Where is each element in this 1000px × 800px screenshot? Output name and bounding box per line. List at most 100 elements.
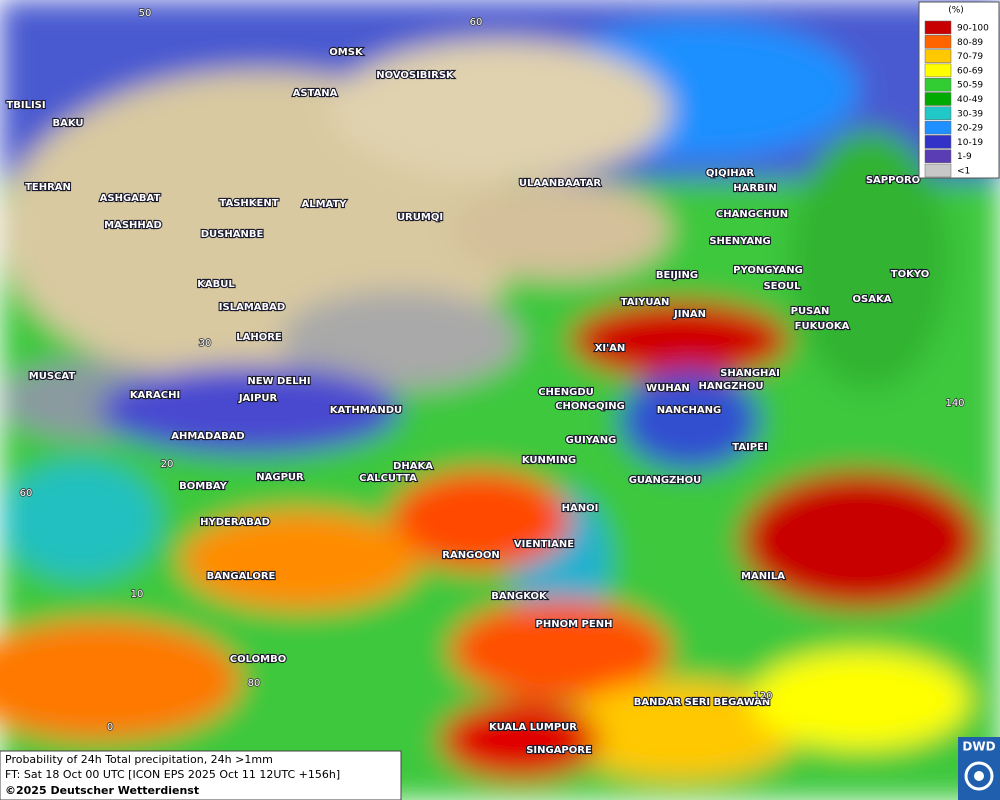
legend-label: 50-59	[957, 81, 983, 91]
city-label: JAIPUR	[238, 393, 278, 404]
footer-title: Probability of 24h Total precipitation, …	[5, 753, 273, 766]
grid-label: 20	[161, 459, 174, 470]
city-label: HANOI	[562, 503, 599, 514]
city-label: ISLAMABAD	[219, 302, 285, 313]
city-label: KUALA LUMPUR	[489, 722, 577, 733]
legend-label: 1-9	[957, 152, 972, 162]
legend-swatch	[924, 20, 952, 35]
city-label: MANILA	[741, 571, 785, 582]
legend-label: 20-29	[957, 124, 983, 134]
legend-label: 40-49	[957, 95, 983, 105]
city-label: TEHRAN	[25, 182, 71, 193]
legend-swatch	[924, 35, 952, 49]
city-label: VIENTIANE	[514, 539, 574, 550]
city-label: TOKYO	[891, 269, 929, 280]
city-label: GUANGZHOU	[629, 475, 702, 486]
grid-label: 50	[139, 8, 152, 19]
city-label: COLOMBO	[230, 654, 286, 665]
city-label: CHENGDU	[538, 387, 594, 398]
city-label: JINAN	[673, 309, 706, 320]
city-label: DUSHANBE	[201, 229, 264, 240]
grid-label: 30	[199, 338, 212, 349]
legend-swatch	[924, 92, 952, 106]
legend-swatch	[924, 49, 952, 63]
city-label: HARBIN	[733, 183, 777, 194]
legend-swatch	[924, 120, 952, 135]
city-label: PYONGYANG	[733, 265, 803, 276]
city-label: BANGALORE	[207, 571, 276, 582]
city-label: KUNMING	[522, 455, 576, 466]
city-label: HANGZHOU	[699, 381, 764, 392]
city-label: CHANGCHUN	[716, 209, 788, 220]
legend-label: 60-69	[957, 66, 983, 76]
footer-time: FT: Sat 18 Oct 00 UTC [ICON EPS 2025 Oct…	[5, 768, 340, 781]
city-label: OMSK	[329, 47, 364, 58]
footer: Probability of 24h Total precipitation, …	[0, 750, 402, 800]
city-label: PUSAN	[791, 306, 830, 317]
legend-swatch	[924, 135, 952, 149]
city-label: KATHMANDU	[330, 405, 402, 416]
city-label: ULAANBAATAR	[519, 178, 601, 189]
city-label: BANGKOK	[491, 591, 548, 602]
city-label: MASHHAD	[104, 220, 162, 231]
city-label: BANDAR SERI BEGAWAN	[634, 697, 771, 708]
city-label: WUHAN	[646, 383, 690, 394]
city-label: SEOUL	[763, 281, 801, 292]
grid-label: 80	[248, 678, 261, 689]
city-label: BAKU	[52, 118, 83, 129]
city-label: OSAKA	[853, 294, 892, 305]
legend-swatch	[924, 163, 952, 178]
legend: (%) 90-100 80-89 70-79 60-69 50-59 40-49 30-39…	[918, 1, 1000, 179]
city-label: ALMATY	[301, 199, 347, 210]
city-label: TAIYUAN	[621, 297, 670, 308]
city-label: SHENYANG	[709, 236, 770, 247]
legend-swatch	[924, 106, 952, 121]
city-label: NEW DELHI	[247, 376, 310, 387]
city-label: SAPPORO	[866, 175, 920, 186]
city-label: CALCUTTA	[359, 473, 417, 484]
logo: DWD	[958, 737, 1000, 800]
city-label: BEIJING	[656, 270, 698, 281]
city-label: TBILISI	[6, 100, 45, 111]
legend-label: 90-100	[957, 24, 989, 34]
footer-copyright: ©2025 Deutscher Wetterdienst	[5, 784, 199, 797]
legend-label: <1	[957, 167, 970, 177]
city-label: TAIPEI	[732, 442, 767, 453]
city-label: SHANGHAI	[720, 368, 780, 379]
legend-swatch	[924, 63, 952, 78]
city-label: HYDERABAD	[200, 517, 270, 528]
city-label: URUMQI	[397, 212, 443, 223]
city-label: SINGAPORE	[526, 745, 592, 756]
city-label: XI'AN	[595, 343, 626, 354]
city-label: GUIYANG	[566, 435, 617, 446]
grid-label: 10	[131, 589, 144, 600]
city-label: CHONGQING	[555, 401, 625, 412]
legend-entries: 90-100 80-89 70-79 60-69 50-59 40-49 30-39 20-2…	[924, 20, 989, 178]
legend-swatch	[924, 149, 952, 163]
legend-label: 10-19	[957, 138, 983, 148]
city-label: KABUL	[197, 279, 235, 290]
city-label: NOVOSIBIRSK	[376, 70, 455, 81]
city-label: NAGPUR	[256, 472, 304, 483]
grid-label: 0	[107, 722, 113, 733]
legend-label: 30-39	[957, 109, 983, 119]
city-label: NANCHANG	[657, 405, 722, 416]
logo-text: DWD	[962, 740, 995, 754]
labels: OMSK NOVOSIBIRSK ASTANA TBILISI BAKU TEHRAN AS…	[5, 7, 965, 757]
city-label: ASHGABAT	[100, 193, 161, 204]
city-label: LAHORE	[236, 332, 282, 343]
legend-swatch	[924, 77, 952, 92]
city-label: QIQIHAR	[706, 168, 755, 179]
legend-unit: (%)	[948, 6, 964, 16]
city-label: AHMADABAD	[171, 431, 245, 442]
legend-label: 70-79	[957, 52, 983, 62]
city-label: ASTANA	[293, 88, 338, 99]
city-label: BOMBAY	[179, 481, 227, 492]
grid-label: 60	[20, 488, 33, 499]
grid-label: 140	[945, 398, 964, 409]
city-label: TASHKENT	[219, 198, 278, 209]
logo-icon	[964, 761, 994, 791]
city-label: FUKUOKA	[795, 321, 850, 332]
